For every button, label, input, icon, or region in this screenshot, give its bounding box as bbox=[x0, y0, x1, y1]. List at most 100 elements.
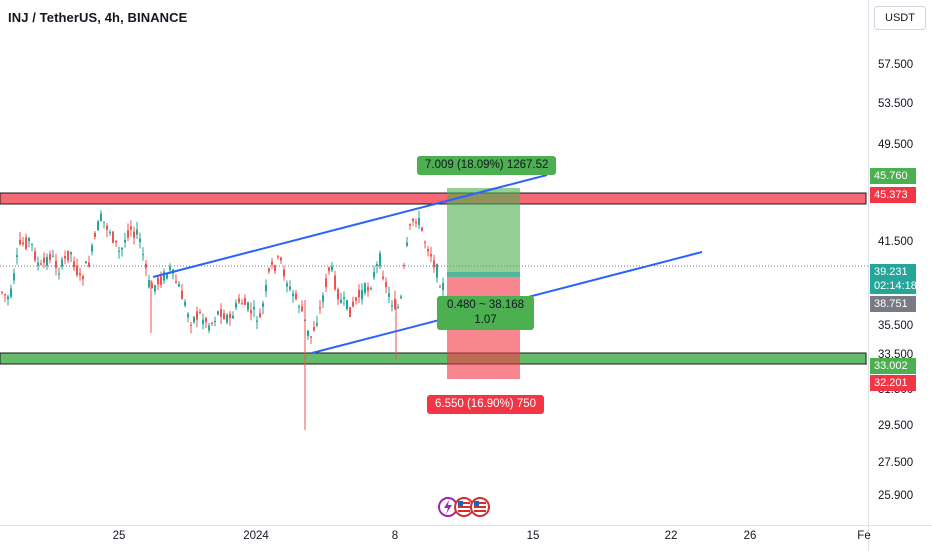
candle-body bbox=[349, 307, 351, 317]
price-axis[interactable] bbox=[868, 0, 932, 525]
candle-body bbox=[250, 310, 252, 314]
price-tick: 29.500 bbox=[878, 420, 914, 432]
candle-body bbox=[238, 298, 240, 303]
candle-body bbox=[37, 262, 39, 266]
candle-body bbox=[241, 303, 243, 305]
candle-body bbox=[427, 248, 429, 252]
time-tick: 2024 bbox=[243, 530, 269, 542]
candle-body bbox=[244, 298, 246, 305]
price-tick: 27.500 bbox=[878, 457, 914, 469]
candle-body bbox=[169, 266, 171, 270]
candle-body bbox=[409, 223, 411, 226]
entry-stats-line1: 0.480 ~ 38.168 bbox=[447, 299, 525, 311]
entry-price-label: 38.751 bbox=[870, 296, 916, 312]
entry-stats-line2: 1.07 bbox=[474, 314, 497, 326]
price-tick: 57.500 bbox=[878, 59, 914, 71]
candle-body bbox=[7, 296, 9, 300]
candle-body bbox=[79, 273, 81, 276]
candle-body bbox=[109, 231, 111, 234]
candle-body bbox=[298, 306, 300, 308]
candle-body bbox=[85, 261, 87, 264]
candle-body bbox=[25, 237, 27, 249]
candle-body bbox=[202, 319, 204, 324]
axis-corner bbox=[868, 525, 932, 551]
target-stats-label[interactable]: 7.009 (18.09%) 1267.52 bbox=[417, 156, 557, 175]
price-tick: 49.500 bbox=[878, 139, 914, 151]
candle-body bbox=[100, 213, 102, 221]
candle-body bbox=[184, 301, 186, 306]
candle-body bbox=[220, 309, 222, 317]
candle-body bbox=[307, 330, 309, 337]
current-price-label: 39.231 bbox=[870, 264, 916, 280]
time-tick: 25 bbox=[112, 530, 126, 542]
candle-body bbox=[193, 316, 195, 323]
time-axis[interactable] bbox=[0, 525, 868, 551]
candle-body bbox=[433, 260, 435, 268]
candle-body bbox=[187, 313, 189, 318]
candle-body bbox=[322, 295, 324, 302]
resistance-price-label: 45.373 bbox=[870, 187, 916, 203]
candle-body bbox=[436, 264, 438, 278]
chart-canvas[interactable] bbox=[0, 0, 868, 525]
candle-body bbox=[370, 288, 372, 290]
candle-body bbox=[265, 285, 267, 292]
candle-body bbox=[205, 317, 207, 323]
candle-body bbox=[64, 256, 66, 259]
candle-body bbox=[91, 245, 93, 252]
candle-body bbox=[190, 324, 192, 326]
candle-body bbox=[121, 247, 123, 250]
candle-body bbox=[430, 254, 432, 257]
candle-body bbox=[424, 241, 426, 243]
event-badges[interactable] bbox=[438, 496, 498, 518]
candle-body bbox=[340, 299, 342, 303]
currency-button[interactable]: USDT bbox=[874, 6, 926, 30]
candle-body bbox=[274, 265, 276, 272]
resistance-zone[interactable] bbox=[0, 192, 867, 205]
candlestick-series bbox=[1, 210, 444, 430]
candle-body bbox=[55, 260, 57, 268]
stop-stats-label[interactable]: 6.550 (16.90%) 750 bbox=[427, 395, 545, 414]
candle-body bbox=[70, 252, 72, 255]
candle-body bbox=[346, 300, 348, 310]
candle-body bbox=[34, 251, 36, 261]
price-tick: 25.900 bbox=[878, 490, 914, 502]
symbol-title: INJ / TetherUS, 4h, BINANCE bbox=[8, 10, 188, 25]
candle-body bbox=[343, 297, 345, 299]
time-tick: 8 bbox=[391, 530, 399, 542]
candle-body bbox=[364, 283, 366, 293]
candle-body bbox=[280, 257, 282, 261]
candle-body bbox=[283, 269, 285, 277]
profit-zone[interactable] bbox=[447, 188, 520, 277]
candle-body bbox=[289, 286, 291, 290]
candle-body bbox=[334, 275, 336, 290]
candle-body bbox=[421, 227, 423, 231]
price-tick: 53.500 bbox=[878, 98, 914, 110]
candle-body bbox=[217, 311, 219, 315]
candle-body bbox=[394, 298, 396, 310]
us-flag-icon[interactable] bbox=[470, 497, 490, 517]
candle-body bbox=[379, 253, 381, 267]
candle-body bbox=[181, 290, 183, 300]
candle-body bbox=[271, 261, 273, 265]
candle-body bbox=[1, 291, 3, 293]
candle-body bbox=[145, 263, 147, 269]
support-zone[interactable] bbox=[0, 352, 867, 365]
candle-body bbox=[382, 276, 384, 279]
candle-body bbox=[19, 239, 21, 245]
candle-body bbox=[52, 255, 54, 257]
time-tick: 26 bbox=[743, 530, 757, 542]
candle-body bbox=[28, 238, 30, 242]
candle-body bbox=[232, 315, 234, 319]
candle-body bbox=[124, 239, 126, 243]
candle-body bbox=[319, 307, 321, 309]
candle-body bbox=[262, 303, 264, 307]
candle-body bbox=[61, 259, 63, 267]
candle-body bbox=[268, 268, 270, 272]
candle-body bbox=[310, 336, 312, 338]
channel-upper-trendline[interactable] bbox=[152, 174, 548, 278]
candle-body bbox=[13, 273, 15, 281]
candle-body bbox=[208, 325, 210, 331]
candle-body bbox=[247, 302, 249, 310]
time-tick: 22 bbox=[664, 530, 678, 542]
entry-stats-label[interactable]: 0.480 ~ 38.168 1.07 bbox=[437, 296, 535, 330]
